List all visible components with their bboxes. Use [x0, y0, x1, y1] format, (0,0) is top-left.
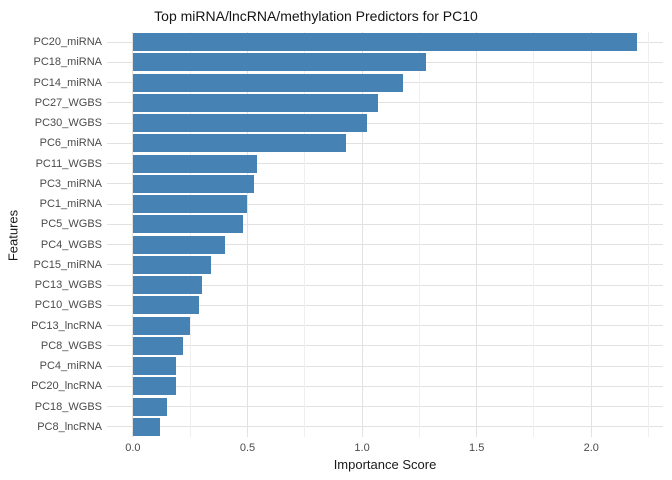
y-tick-label: PC8_WGBS [40, 339, 102, 352]
y-tick-label: PC13_lncRNA [31, 319, 102, 332]
bar-PC8_WGBS [132, 336, 184, 355]
gridline-horizontal [107, 365, 663, 367]
y-tick-label: PC10_WGBS [34, 299, 102, 312]
gridline-horizontal [107, 102, 663, 104]
bar-PC15_miRNA [132, 255, 211, 274]
bar-PC3_miRNA [132, 174, 255, 193]
y-tick-label: PC20_lncRNA [31, 380, 102, 393]
y-tick-label: PC6_miRNA [39, 137, 102, 150]
plot-panel [107, 32, 663, 437]
x-tick-label: 0.5 [239, 442, 256, 454]
y-tick-label: PC3_miRNA [39, 177, 102, 190]
y-tick-label: PC20_miRNA [33, 36, 102, 49]
gridline-horizontal [107, 183, 663, 185]
y-tick-label: PC27_WGBS [34, 96, 102, 109]
gridline-vertical-minor [648, 32, 650, 437]
y-tick-label: PC14_miRNA [33, 76, 102, 89]
bar-PC8_lncRNA [132, 417, 161, 436]
gridline-horizontal [107, 223, 663, 225]
bar-PC11_WGBS [132, 154, 257, 173]
x-tick-label: 2.0 [583, 442, 599, 454]
y-tick-label: PC30_WGBS [34, 117, 102, 130]
bar-PC10_WGBS [132, 296, 200, 315]
gridline-horizontal [107, 203, 663, 205]
bar-PC5_WGBS [132, 215, 243, 234]
gridline-vertical-major [590, 32, 592, 437]
y-tick-label: PC11_WGBS [35, 157, 102, 170]
gridline-horizontal [107, 304, 663, 306]
gridline-vertical-major [132, 32, 134, 437]
bar-PC4_WGBS [132, 235, 225, 254]
gridline-horizontal [107, 406, 663, 408]
gridline-vertical-major [361, 32, 363, 437]
chart-title: Top miRNA/lncRNA/methylation Predictors … [154, 8, 478, 24]
gridline-horizontal [107, 264, 663, 266]
gridline-vertical-major [476, 32, 478, 437]
bar-PC1_miRNA [132, 195, 248, 214]
gridline-vertical-major [246, 32, 248, 437]
gridline-horizontal [107, 345, 663, 347]
y-tick-label: PC4_WGBS [40, 238, 102, 251]
gridline-horizontal [107, 426, 663, 428]
x-axis-title: Importance Score [333, 457, 437, 472]
gridline-vertical-minor [304, 32, 306, 437]
gridline-horizontal [107, 142, 663, 144]
y-tick-label: PC13_WGBS [34, 279, 102, 292]
y-tick-label: PC4_miRNA [39, 360, 102, 373]
bar-PC6_miRNA [132, 134, 347, 153]
bar-PC4_miRNA [132, 357, 177, 376]
gridline-horizontal [107, 163, 663, 165]
bar-PC27_WGBS [132, 93, 379, 112]
y-tick-label: PC5_WGBS [40, 218, 102, 231]
gridline-horizontal [107, 325, 663, 327]
gridline-vertical-minor [533, 32, 535, 437]
gridline-horizontal [107, 244, 663, 246]
bar-PC30_WGBS [132, 114, 367, 133]
gridline-vertical-minor [418, 32, 420, 437]
bar-PC14_miRNA [132, 73, 404, 92]
gridline-horizontal [107, 284, 663, 286]
bar-PC13_lncRNA [132, 316, 191, 335]
gridline-horizontal [107, 122, 663, 124]
x-tick-label: 1.0 [354, 442, 370, 454]
bar-PC13_WGBS [132, 276, 202, 295]
y-tick-label: PC1_miRNA [39, 198, 102, 211]
y-tick-label: PC8_lncRNA [37, 420, 102, 433]
bar-PC20_miRNA [132, 33, 638, 52]
y-tick-label: PC18_miRNA [33, 56, 102, 69]
gridline-vertical-minor [189, 32, 191, 437]
bar-PC18_WGBS [132, 397, 168, 416]
bar-PC20_lncRNA [132, 377, 177, 396]
x-tick-label: 0.0 [125, 442, 141, 454]
gridline-horizontal [107, 385, 663, 387]
x-tick-label: 1.5 [469, 442, 485, 454]
y-tick-label: PC18_WGBS [34, 400, 102, 413]
y-tick-label: PC15_miRNA [33, 258, 102, 271]
bar-PC18_miRNA [132, 53, 427, 72]
